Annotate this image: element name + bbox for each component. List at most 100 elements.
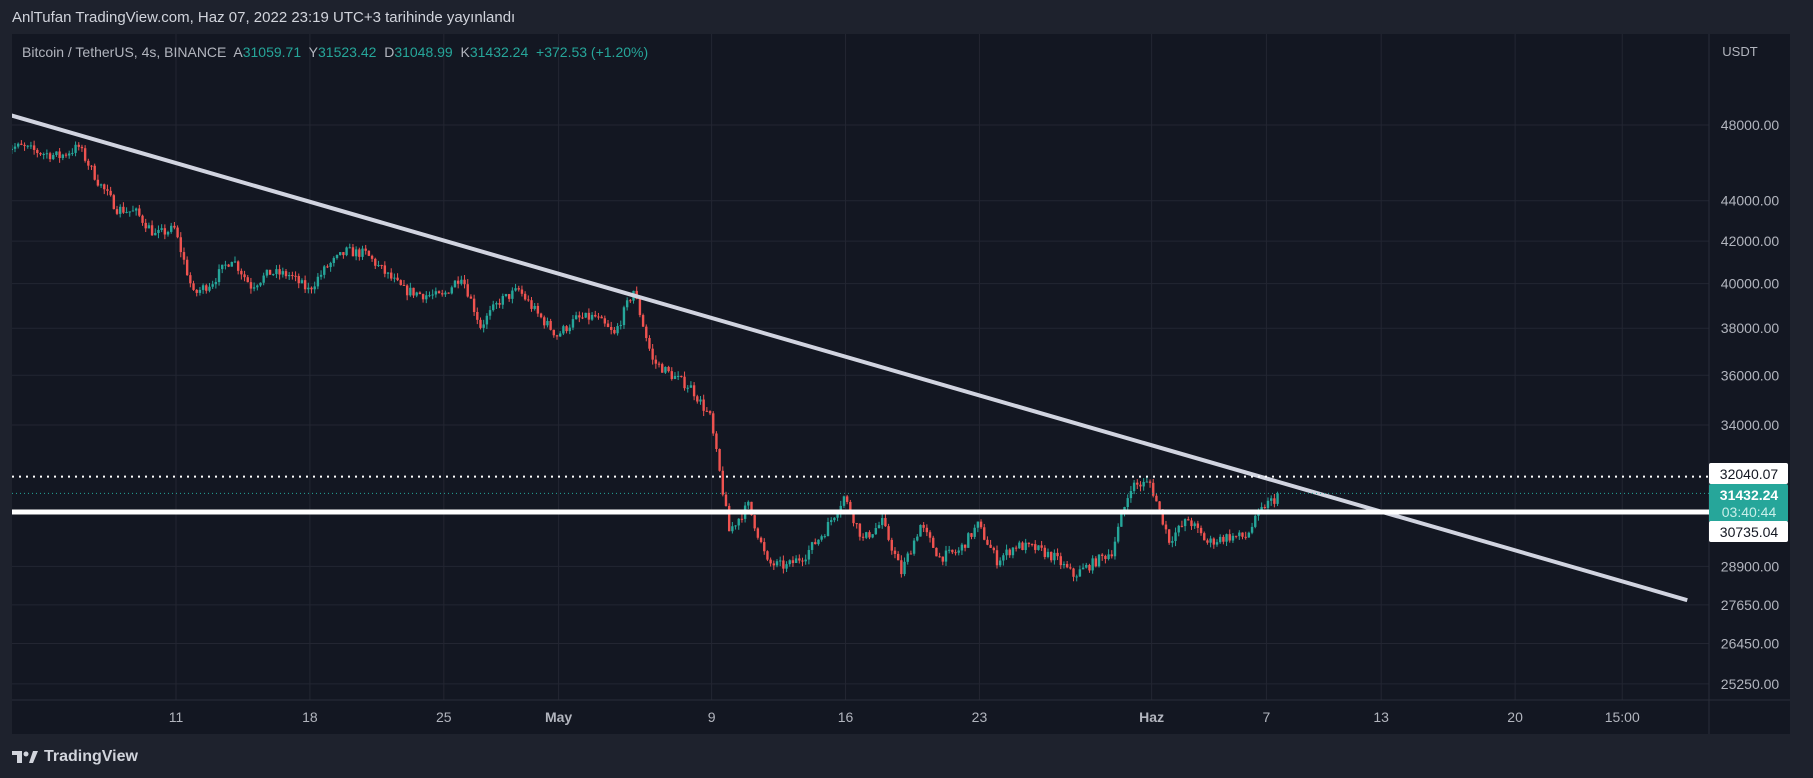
symbol-name[interactable]: Bitcoin / TetherUS, 4s, BINANCE: [22, 44, 227, 60]
candle-body: [1260, 507, 1263, 512]
candle-body: [1155, 495, 1158, 502]
candle-body: [1072, 568, 1075, 577]
candle-body: [1171, 541, 1174, 543]
time-tick-label: 9: [708, 709, 716, 725]
price-tick-label: 44000.00: [1721, 193, 1780, 209]
candle-body: [979, 521, 983, 528]
candle-body: [157, 229, 160, 234]
candle-body: [1263, 507, 1267, 509]
candle-body: [428, 295, 431, 297]
tradingview-logo[interactable]: TradingView: [12, 748, 138, 766]
candle-body: [947, 549, 951, 551]
candle-body: [240, 270, 243, 275]
candle-body: [759, 537, 763, 543]
candle-body: [259, 282, 262, 286]
candle-body: [463, 279, 466, 285]
candle-body: [16, 143, 20, 147]
candle-body: [1062, 564, 1066, 566]
candle-body: [523, 293, 527, 300]
candle-body: [1196, 523, 1200, 528]
candle-body: [170, 225, 173, 232]
candle-body: [23, 144, 26, 147]
bar-countdown-badge-bg: [1709, 502, 1788, 522]
candle-body: [817, 539, 820, 545]
candle-body: [794, 558, 798, 564]
candle-body: [498, 303, 501, 305]
candle-body: [552, 329, 556, 336]
candle-body: [1046, 551, 1050, 557]
candle-body: [501, 296, 505, 305]
candle-body: [399, 280, 402, 285]
candle-body: [750, 501, 753, 516]
candle-body: [173, 225, 176, 228]
candle-body: [294, 275, 297, 277]
candle-body: [214, 282, 218, 285]
candle-body: [125, 211, 128, 213]
candle-body: [103, 184, 106, 190]
candle-body: [1174, 532, 1177, 542]
candle-body: [839, 505, 842, 514]
high-label: Y: [308, 44, 319, 60]
candle-body: [1097, 554, 1101, 567]
candle-body: [1040, 545, 1043, 548]
ohlc-legend: Bitcoin / TetherUS, 4s, BINANCE A31059.7…: [22, 44, 648, 60]
candle-body: [358, 249, 361, 257]
low-value: 31048.99: [394, 44, 453, 60]
candle-body: [511, 290, 514, 299]
candle-body: [42, 153, 45, 155]
candle-body: [1104, 555, 1107, 560]
time-tick-label: 15:00: [1605, 709, 1640, 725]
candle-body: [543, 317, 546, 326]
candle-body: [217, 269, 221, 283]
candle-body: [441, 293, 444, 295]
candle-body: [354, 249, 358, 257]
candle-body: [147, 225, 151, 229]
candle-body: [1273, 498, 1276, 504]
candle-body: [1021, 542, 1024, 550]
candle-body: [989, 544, 992, 548]
candle-body: [93, 165, 96, 180]
candle-body: [686, 387, 689, 389]
candle-body: [1247, 532, 1251, 538]
candle-body: [150, 225, 154, 236]
candle-body: [619, 325, 622, 327]
candle-body: [737, 518, 740, 526]
candle-body: [460, 279, 463, 284]
candle-body: [852, 512, 855, 524]
candle-body: [1053, 552, 1056, 561]
candle-body: [1113, 541, 1117, 557]
candle-body: [87, 160, 90, 166]
candle-body: [418, 292, 422, 295]
candle-body: [562, 326, 565, 334]
candle-body: [798, 558, 801, 561]
candle-body: [705, 410, 709, 412]
candle-body: [1234, 535, 1238, 537]
candle-body: [814, 542, 817, 545]
candle-body: [131, 210, 135, 212]
candle-body: [348, 247, 351, 249]
candle-body: [1145, 481, 1149, 483]
candle-body: [896, 553, 900, 561]
candle-body: [1075, 576, 1078, 578]
candle-body: [1065, 564, 1069, 568]
candle-body: [1116, 526, 1120, 542]
candle-body: [1199, 527, 1203, 534]
candle-body: [1110, 554, 1113, 557]
candle-body: [998, 560, 1002, 566]
candle-body: [657, 363, 661, 365]
candle-body: [1254, 515, 1257, 527]
candle-body: [1037, 545, 1040, 550]
candle-body: [405, 285, 409, 296]
candle-body: [141, 215, 144, 223]
candle-body: [1269, 498, 1273, 501]
candle-body: [1024, 542, 1027, 550]
candle-body: [909, 553, 913, 555]
candle-body: [900, 560, 903, 575]
candle-body: [83, 148, 87, 161]
candle-body: [160, 228, 163, 230]
candle-body: [297, 276, 300, 284]
candle-body: [377, 265, 380, 267]
candle-body: [676, 375, 680, 377]
candle-body: [801, 560, 804, 562]
